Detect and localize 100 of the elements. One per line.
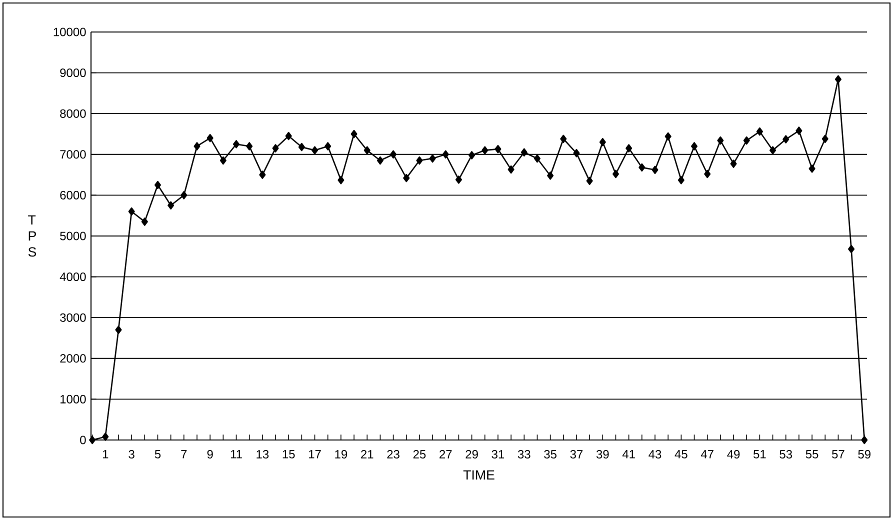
x-tick-label: 9 (207, 450, 213, 459)
point (690, 142, 698, 150)
point (730, 160, 737, 168)
x-tick-label: 43 (648, 450, 662, 459)
point (390, 150, 397, 159)
point (808, 164, 816, 173)
x-tick-label: 15 (282, 450, 295, 458)
point (168, 201, 174, 210)
point (89, 436, 96, 444)
point (822, 134, 828, 144)
point (259, 170, 266, 179)
y-tick-label: 8000 (60, 109, 86, 118)
y-tick-label: 2000 (60, 354, 86, 363)
point (455, 176, 462, 184)
point (194, 142, 200, 150)
point (442, 150, 449, 159)
y-axis-title: T P S (28, 215, 36, 257)
x-tick-label: 49 (727, 450, 740, 459)
x-tick-label: 55 (806, 450, 818, 458)
x-tick-label: 19 (335, 450, 348, 459)
y-tick-label: 6000 (60, 190, 86, 200)
x-axis-title: TIME (463, 470, 494, 480)
y-tick-label: 3000 (60, 313, 86, 322)
point (115, 326, 122, 334)
point (206, 134, 214, 142)
x-tick-label: 39 (596, 450, 609, 459)
x-tick-label: 35 (544, 450, 556, 459)
point (272, 144, 279, 152)
x-tick-label: 51 (754, 450, 766, 458)
point (154, 180, 162, 190)
point (128, 207, 135, 216)
point (664, 132, 672, 141)
point (573, 149, 580, 158)
point (220, 156, 226, 165)
point (403, 174, 410, 182)
point (534, 154, 540, 163)
point (756, 127, 763, 136)
point (861, 436, 868, 444)
point (338, 176, 344, 184)
point (364, 146, 370, 154)
point (246, 142, 253, 150)
x-tick-label: 5 (154, 450, 161, 458)
point (416, 156, 423, 165)
x-tick-label: 57 (832, 450, 844, 458)
point (180, 191, 188, 200)
point (586, 176, 593, 186)
x-tick-label: 25 (413, 450, 426, 459)
point (848, 244, 855, 254)
point (350, 130, 358, 138)
x-tick-label: 11 (230, 450, 242, 458)
point (312, 146, 318, 154)
x-tick-label: 41 (622, 450, 635, 458)
y-tick-label: 4000 (60, 272, 86, 282)
point (599, 138, 606, 146)
point (717, 136, 724, 145)
point (141, 218, 148, 226)
point (232, 140, 240, 148)
x-tick-label: 45 (674, 450, 688, 458)
y-tick-label: 1000 (60, 394, 86, 404)
point (102, 432, 109, 441)
x-tick-label: 47 (700, 450, 714, 458)
point (520, 148, 528, 156)
y-tick-label: 0 (80, 436, 86, 444)
x-tick-label: 17 (309, 450, 321, 458)
y-tick-label: 9000 (60, 68, 86, 78)
point (560, 134, 567, 144)
point (770, 146, 776, 154)
x-tick-label: 3 (128, 450, 134, 459)
point (626, 144, 632, 152)
y-tick-label: 7000 (60, 150, 86, 159)
x-tick-label: 7 (181, 450, 187, 458)
point (652, 166, 658, 174)
x-tick-label: 53 (780, 450, 792, 459)
point (324, 142, 332, 150)
y-tick-label: 10000 (54, 28, 86, 36)
point (482, 146, 488, 154)
point (547, 171, 554, 180)
point (285, 132, 292, 140)
x-tick-label: 23 (387, 450, 400, 459)
x-tick-label: 27 (440, 450, 452, 458)
x-tick-label: 29 (466, 450, 478, 459)
point (782, 135, 790, 144)
point (376, 156, 384, 165)
point (494, 144, 502, 154)
x-tick-label: 31 (492, 450, 504, 459)
point (678, 176, 684, 184)
point (429, 154, 436, 163)
x-tick-label: 21 (361, 450, 374, 458)
x-tick-label: 1 (102, 450, 108, 458)
point (796, 126, 802, 135)
point (612, 170, 620, 178)
point (704, 170, 711, 178)
x-tick-label: 13 (256, 450, 269, 459)
point (298, 142, 305, 152)
x-tick-label: 33 (518, 450, 530, 459)
point (834, 75, 842, 84)
point (508, 165, 514, 174)
x-tick-label: 37 (570, 450, 583, 459)
point (638, 163, 646, 172)
point (468, 151, 476, 160)
